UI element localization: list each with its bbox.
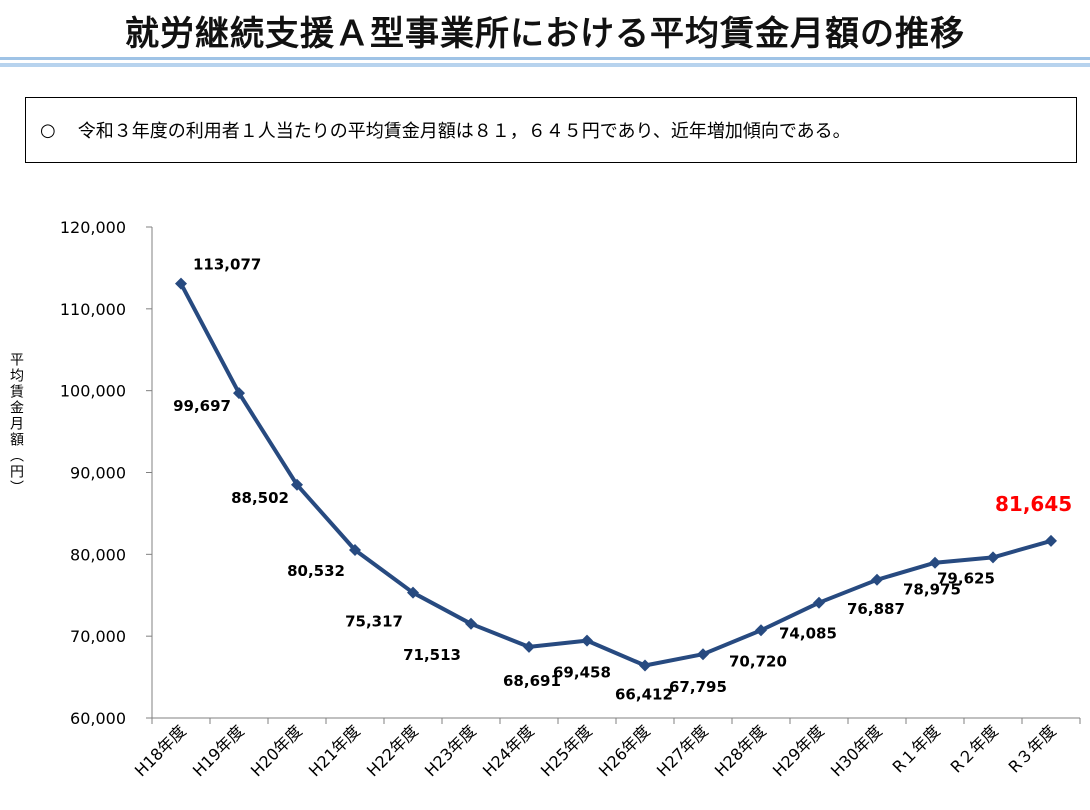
- data-label: 70,720: [729, 652, 787, 670]
- data-label: 69,458: [553, 664, 611, 682]
- x-tick-label: H29年度: [769, 721, 828, 780]
- title-underline: [0, 57, 1090, 60]
- x-tick-label: R３年度: [1005, 721, 1060, 776]
- y-tick-label: 60,000: [70, 709, 126, 728]
- y-tick-label: 90,000: [70, 464, 126, 483]
- x-tick-label: H23年度: [421, 721, 480, 780]
- data-point-marker: [233, 387, 245, 400]
- data-point-marker: [407, 586, 419, 599]
- data-point-marker: [813, 596, 825, 609]
- data-label: 75,317: [345, 613, 403, 631]
- data-label: 74,085: [779, 625, 837, 643]
- summary-note-text: 令和３年度の利用者１人当たりの平均賃金月額は８１，６４５円であり、近年増加傾向で…: [77, 121, 851, 142]
- summary-note-box: ○ 令和３年度の利用者１人当たりの平均賃金月額は８１，６４５円であり、近年増加傾…: [25, 97, 1077, 163]
- data-label: 67,795: [669, 678, 727, 696]
- data-point-marker: [1045, 534, 1057, 547]
- x-tick-label: H19年度: [189, 721, 248, 780]
- x-tick-label: H30年度: [827, 721, 886, 780]
- data-label: 68,691: [503, 672, 561, 690]
- data-point-marker: [581, 634, 593, 647]
- data-point-marker: [987, 551, 999, 564]
- x-tick-label: R１年度: [889, 721, 944, 776]
- data-point-marker: [291, 478, 303, 491]
- data-label: 66,412: [615, 686, 673, 704]
- data-point-marker: [523, 640, 535, 653]
- data-label: 99,697: [173, 397, 231, 415]
- data-point-marker: [349, 543, 361, 556]
- data-label: 79,625: [937, 569, 995, 587]
- bullet-circle-icon: ○: [40, 119, 56, 141]
- data-label-highlight: 81,645: [995, 492, 1072, 516]
- y-axis-title: 平均賃金月額（円）: [8, 352, 24, 496]
- x-tick-label: R２年度: [947, 721, 1002, 776]
- series-line: [179, 282, 1052, 668]
- data-label: 78,975: [903, 581, 961, 599]
- x-tick-label: H27年度: [653, 721, 712, 780]
- x-tick-label: H22年度: [363, 721, 422, 780]
- data-label: 113,077: [193, 256, 261, 274]
- y-tick-label: 120,000: [60, 218, 126, 237]
- x-tick-label: H21年度: [305, 721, 364, 780]
- data-point-marker: [175, 277, 187, 290]
- data-point-marker: [871, 573, 883, 586]
- x-tick-label: H28年度: [711, 721, 770, 780]
- x-tick-label: H24年度: [479, 721, 538, 780]
- y-tick-label: 80,000: [70, 545, 126, 564]
- data-point-marker: [639, 659, 651, 672]
- data-label: 76,887: [847, 600, 905, 618]
- data-point-marker: [465, 617, 477, 630]
- x-tick-label: H25年度: [537, 721, 596, 780]
- page-title: 就労継続支援Ａ型事業所における平均賃金月額の推移: [125, 14, 965, 54]
- x-tick-label: H26年度: [595, 721, 654, 780]
- data-label: 80,532: [287, 562, 345, 580]
- data-label: 71,513: [403, 646, 461, 664]
- data-point-marker: [929, 556, 941, 569]
- x-tick-label: H20年度: [247, 721, 306, 780]
- y-tick-label: 110,000: [60, 300, 126, 319]
- data-label: 88,502: [231, 489, 289, 507]
- data-point-marker: [755, 624, 767, 637]
- x-tick-label: H18年度: [131, 721, 190, 780]
- title-underline-secondary: [0, 63, 1090, 67]
- y-tick-label: 70,000: [70, 627, 126, 646]
- data-point-marker: [697, 648, 709, 661]
- y-tick-label: 100,000: [60, 382, 126, 401]
